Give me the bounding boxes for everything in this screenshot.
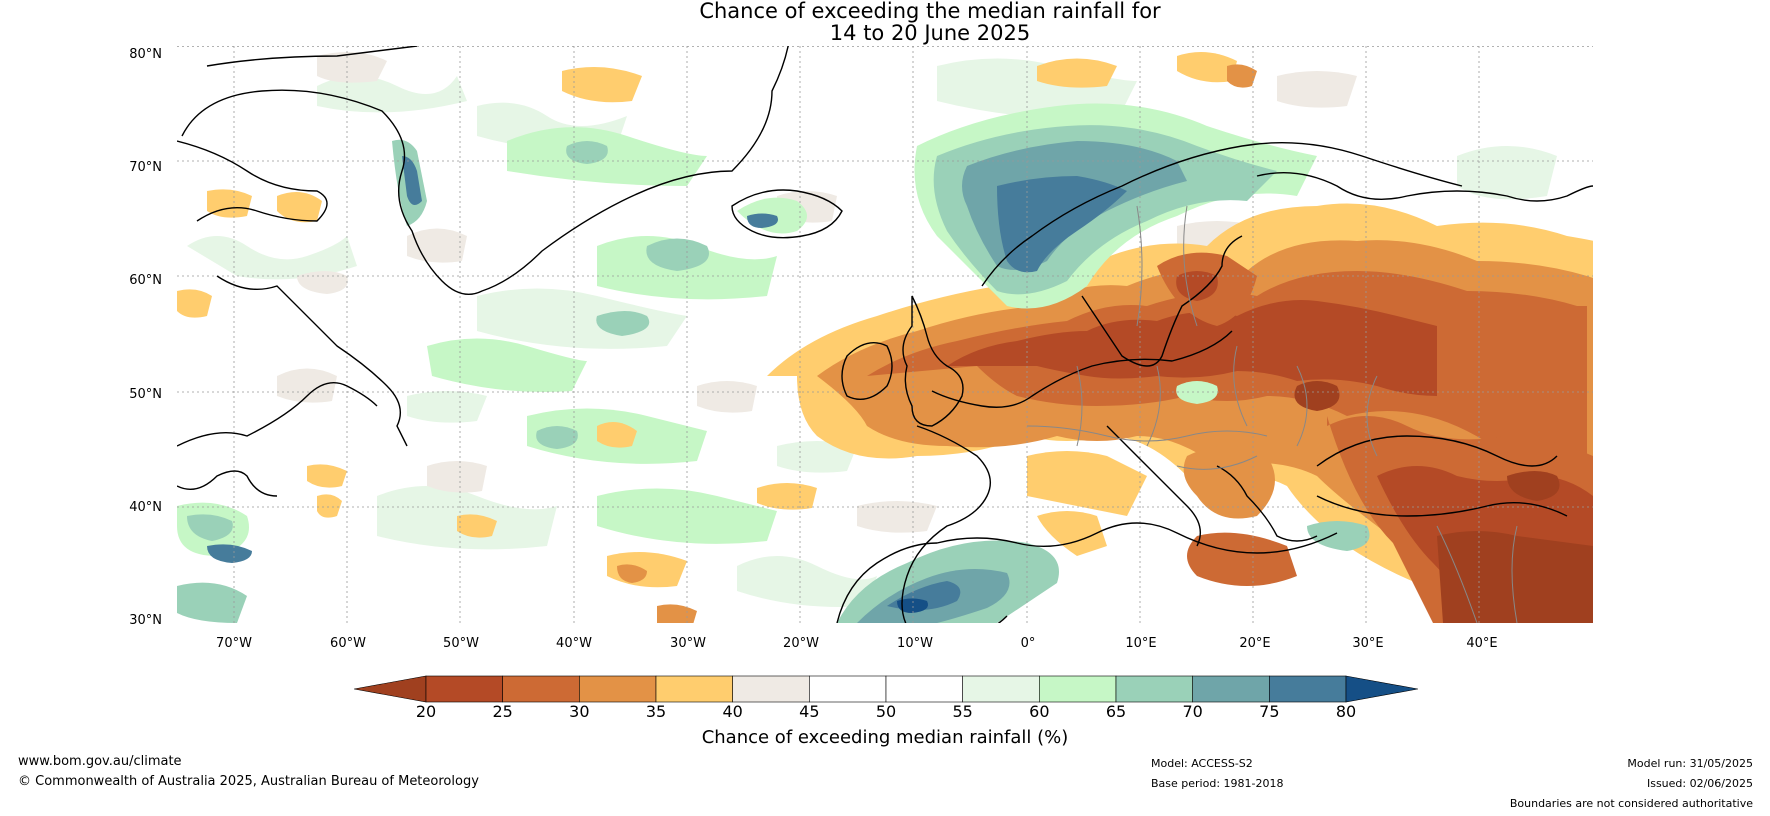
lon-label-20w: 20°W bbox=[783, 636, 819, 651]
colorbar-tick-label: 20 bbox=[415, 702, 437, 721]
colorbar-tick-label: 55 bbox=[952, 702, 973, 721]
colorbar bbox=[354, 675, 1418, 703]
colorbar-tick-label: 70 bbox=[1182, 702, 1203, 721]
lat-label-80n: 80°N bbox=[129, 47, 162, 62]
colorbar-segment bbox=[655, 675, 733, 703]
colorbar-tick-label: 30 bbox=[569, 702, 590, 721]
colorbar-segment bbox=[732, 675, 810, 703]
rainfall-shading-europe-dry bbox=[767, 203, 1593, 623]
lon-label-10e: 10°E bbox=[1125, 636, 1157, 651]
colorbar-arrow-high bbox=[1345, 675, 1418, 703]
colorbar-tick-label: 80 bbox=[1335, 702, 1357, 721]
colorbar-tick-label: 40 bbox=[722, 702, 743, 721]
rainfall-shading-north-africa-wet bbox=[837, 381, 1370, 623]
lon-label-60w: 60°W bbox=[330, 636, 366, 651]
colorbar-segment bbox=[1039, 675, 1117, 703]
lon-label-30e: 30°E bbox=[1352, 636, 1384, 651]
colorbar-segment bbox=[809, 675, 887, 703]
lon-label-20e: 20°E bbox=[1239, 636, 1271, 651]
footer-model-run: Model run: 31/05/2025 bbox=[1627, 757, 1753, 770]
lon-label-40e: 40°E bbox=[1466, 636, 1498, 651]
colorbar-segment bbox=[425, 675, 503, 703]
footer-copyright: © Commonwealth of Australia 2025, Austra… bbox=[18, 774, 479, 789]
lat-label-60n: 60°N bbox=[129, 273, 162, 288]
colorbar-tick-label: 35 bbox=[645, 702, 667, 721]
forecast-map bbox=[177, 46, 1593, 623]
colorbar-label: Chance of exceeding median rainfall (%) bbox=[701, 727, 1069, 748]
colorbar-segment bbox=[502, 675, 580, 703]
colorbar-segment bbox=[1192, 675, 1270, 703]
colorbar-segment bbox=[962, 675, 1040, 703]
country-borders bbox=[1026, 205, 1518, 623]
colorbar-tick-label: 60 bbox=[1029, 702, 1050, 721]
lat-label-40n: 40°N bbox=[129, 500, 162, 515]
colorbar-tick-label: 25 bbox=[492, 702, 513, 721]
colorbar-tick-label: 65 bbox=[1105, 702, 1127, 721]
lon-label-50w: 50°W bbox=[443, 636, 479, 651]
footer-base-period: Base period: 1981-2018 bbox=[1151, 777, 1284, 790]
colorbar-segment bbox=[1115, 675, 1193, 703]
lon-label-10w: 10°W bbox=[897, 636, 933, 651]
footer-website: www.bom.gov.au/climate bbox=[18, 754, 182, 769]
footer-model: Model: ACCESS-S2 bbox=[1151, 757, 1253, 770]
colorbar-segment bbox=[885, 675, 963, 703]
rainfall-shading-dry-patches bbox=[177, 52, 1257, 623]
colorbar-segment bbox=[1269, 675, 1347, 703]
footer-issued: Issued: 02/06/2025 bbox=[1646, 777, 1753, 790]
lon-label-70w: 70°W bbox=[216, 636, 252, 651]
graticule bbox=[177, 46, 1593, 623]
colorbar-tick-label: 75 bbox=[1259, 702, 1280, 721]
lon-label-40w: 40°W bbox=[556, 636, 592, 651]
lat-label-50n: 50°N bbox=[129, 387, 162, 402]
colorbar-tick-label: 45 bbox=[799, 702, 820, 721]
footer-disclaimer: Boundaries are not considered authoritat… bbox=[1509, 797, 1753, 810]
lon-label-30w: 30°W bbox=[670, 636, 706, 651]
lat-label-30n: 30°N bbox=[129, 613, 162, 628]
coastlines bbox=[177, 46, 1593, 623]
rainfall-shading-norway-wet bbox=[914, 103, 1317, 309]
chart-title-line-1: Chance of exceeding the median rainfall … bbox=[699, 0, 1161, 23]
lon-label-0: 0° bbox=[1020, 636, 1036, 651]
lat-label-70n: 70°N bbox=[129, 160, 162, 175]
colorbar-tick-label: 50 bbox=[875, 702, 897, 721]
colorbar-arrow-low bbox=[354, 675, 427, 703]
chart-title-line-2: 14 to 20 June 2025 bbox=[829, 21, 1031, 45]
colorbar-segment bbox=[579, 675, 657, 703]
